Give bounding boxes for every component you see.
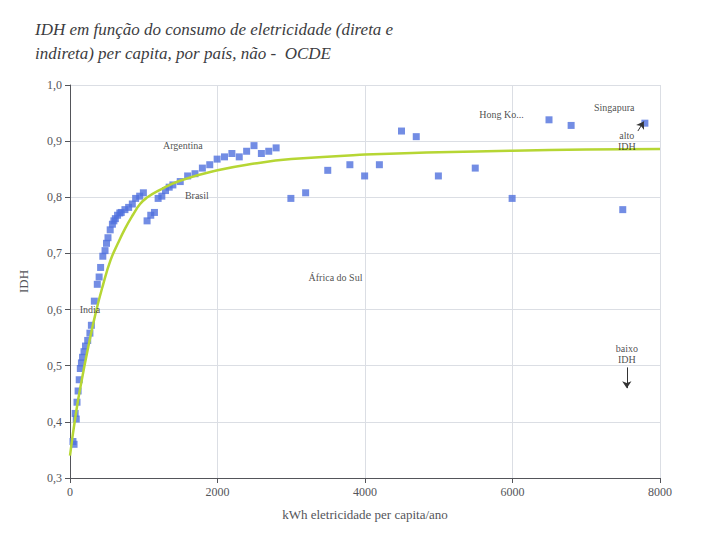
svg-text:6000: 6000 (501, 485, 525, 499)
svg-text:indireta) per capita, por país: indireta) per capita, por país, não - OC… (35, 44, 332, 63)
svg-text:kWh eletricidade per capita/an: kWh eletricidade per capita/ano (282, 507, 448, 522)
svg-text:IDH: IDH (618, 141, 636, 152)
svg-text:baixo: baixo (616, 343, 638, 354)
svg-text:alto: alto (619, 130, 634, 141)
svg-text:África do Sul: África do Sul (309, 272, 363, 283)
svg-text:Argentina: Argentina (163, 140, 203, 151)
svg-text:8000: 8000 (648, 485, 672, 499)
svg-text:Hong Ko...: Hong Ko... (479, 109, 523, 120)
svg-text:0: 0 (67, 485, 73, 499)
svg-text:0,5: 0,5 (47, 359, 62, 373)
svg-text:IDH: IDH (618, 354, 636, 365)
svg-text:0,7: 0,7 (47, 246, 62, 260)
svg-text:2000: 2000 (206, 485, 230, 499)
svg-text:Singapura: Singapura (594, 102, 635, 113)
svg-text:0,6: 0,6 (47, 303, 62, 317)
svg-text:0,3: 0,3 (47, 471, 62, 485)
svg-text:0,4: 0,4 (47, 415, 62, 429)
svg-text:1,0: 1,0 (47, 78, 62, 92)
svg-text:Brasil: Brasil (185, 190, 209, 201)
svg-text:0,8: 0,8 (47, 190, 62, 204)
svg-text:India: India (80, 304, 101, 315)
svg-text:0,9: 0,9 (47, 134, 62, 148)
svg-text:4000: 4000 (353, 485, 377, 499)
svg-text:IDH em função do consumo de el: IDH em função do consumo de eletricidade… (34, 20, 394, 39)
svg-text:IDH: IDH (16, 270, 31, 293)
